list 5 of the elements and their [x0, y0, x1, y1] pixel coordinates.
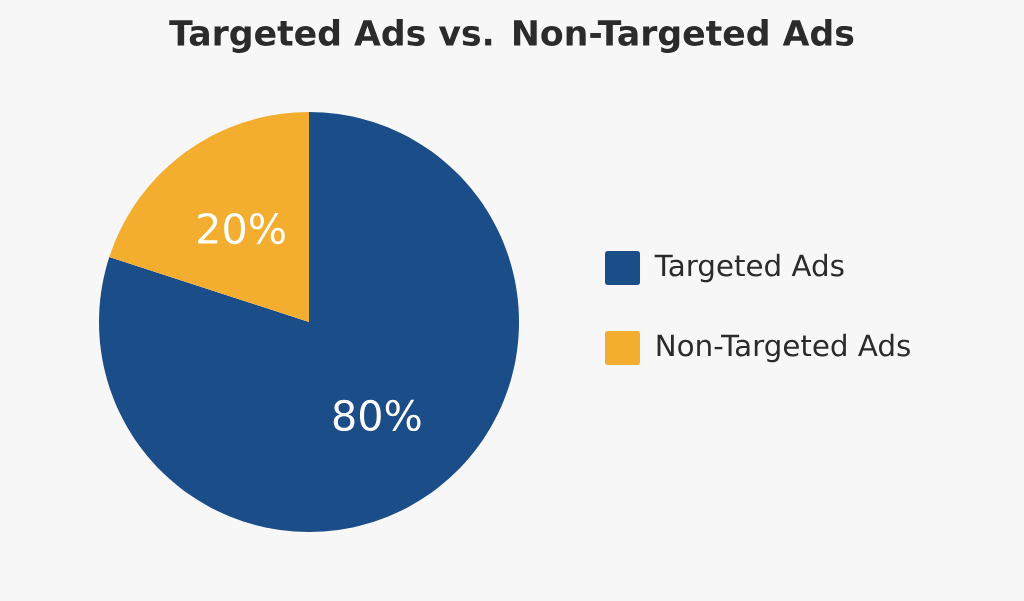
legend-label: Targeted Ads — [654, 253, 844, 283]
data-label: 80% — [333, 399, 421, 432]
legend-label: Non-Targeted Ads — [657, 333, 910, 363]
chart-title: Targeted Ads vs. Non-Targeted Ads — [169, 19, 854, 53]
data-label: 20% — [198, 212, 285, 245]
